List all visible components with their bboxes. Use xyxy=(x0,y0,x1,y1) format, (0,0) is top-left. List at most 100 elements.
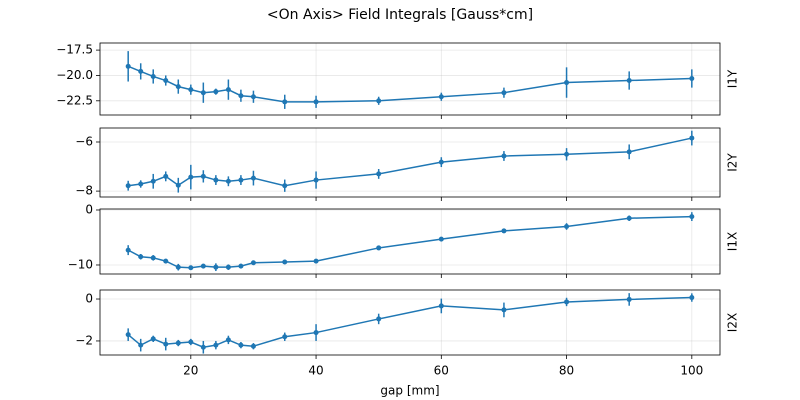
data-point xyxy=(175,84,181,90)
data-point xyxy=(175,182,181,188)
data-point xyxy=(200,263,206,269)
data-point xyxy=(225,178,231,184)
x-axis-label: gap [mm] xyxy=(380,384,439,398)
y-tick-label: 0 xyxy=(85,292,93,306)
data-point xyxy=(238,342,244,348)
data-point xyxy=(125,332,131,338)
data-point xyxy=(150,255,156,261)
data-point xyxy=(200,173,206,179)
data-point xyxy=(501,90,507,96)
data-point xyxy=(564,80,570,86)
data-point xyxy=(501,307,507,313)
data-point xyxy=(564,223,570,229)
data-point xyxy=(238,93,244,99)
data-point xyxy=(438,303,444,309)
data-point xyxy=(689,214,695,220)
data-point xyxy=(163,341,169,347)
y-axis-label: I1Y xyxy=(726,69,740,88)
data-point xyxy=(188,87,194,93)
plot-frame xyxy=(99,127,721,198)
data-point xyxy=(376,245,382,251)
x-tick-label: 80 xyxy=(559,364,574,378)
data-point xyxy=(250,260,256,266)
data-point xyxy=(313,99,319,105)
data-point xyxy=(125,247,131,253)
series-line xyxy=(127,215,692,269)
data-point xyxy=(225,87,231,93)
data-point xyxy=(626,149,632,155)
y-axis-label: I2X xyxy=(726,313,740,332)
data-point xyxy=(238,177,244,183)
data-point xyxy=(225,337,231,343)
data-point xyxy=(175,340,181,346)
data-point xyxy=(188,339,194,345)
data-point xyxy=(163,173,169,179)
data-point xyxy=(138,68,144,74)
data-point xyxy=(138,254,144,260)
data-point xyxy=(200,90,206,96)
data-point xyxy=(150,178,156,184)
data-point xyxy=(250,343,256,349)
data-point xyxy=(282,99,288,105)
y-tick-label: −22.5 xyxy=(56,93,93,107)
x-tick-label: 20 xyxy=(183,364,198,378)
data-point xyxy=(376,316,382,322)
data-point xyxy=(250,94,256,100)
y-tick-label: −8 xyxy=(75,184,93,198)
data-point xyxy=(138,181,144,187)
y-axis-label: I1X xyxy=(726,232,740,251)
data-point xyxy=(150,73,156,79)
data-point xyxy=(438,94,444,100)
y-tick-label: −20.0 xyxy=(56,68,93,82)
data-point xyxy=(689,75,695,81)
data-point xyxy=(225,264,231,270)
data-point xyxy=(501,153,507,159)
data-point xyxy=(282,183,288,189)
y-tick-label: −2 xyxy=(75,333,93,347)
data-point xyxy=(501,228,507,234)
data-point xyxy=(438,159,444,165)
chart-title: <On Axis> Field Integrals [Gauss*cm] xyxy=(267,7,533,23)
data-point xyxy=(163,258,169,264)
y-tick-label: −6 xyxy=(75,134,93,148)
plot-frame xyxy=(99,208,721,275)
y-axis-label: I2Y xyxy=(726,153,740,172)
data-point xyxy=(564,299,570,305)
data-point xyxy=(213,342,219,348)
data-point xyxy=(313,258,319,264)
data-point xyxy=(213,89,219,95)
data-point xyxy=(564,151,570,157)
data-point xyxy=(188,174,194,180)
data-point xyxy=(163,78,169,84)
data-point xyxy=(138,342,144,348)
data-point xyxy=(689,135,695,141)
data-point xyxy=(626,78,632,84)
data-point xyxy=(376,98,382,104)
data-point xyxy=(175,264,181,270)
data-point xyxy=(313,177,319,183)
x-tick-label: 100 xyxy=(680,364,703,378)
data-point xyxy=(438,236,444,242)
x-tick-label: 40 xyxy=(308,364,323,378)
data-point xyxy=(282,334,288,340)
data-point xyxy=(238,263,244,269)
data-point xyxy=(282,259,288,265)
data-point xyxy=(376,171,382,177)
series-line xyxy=(127,65,692,103)
data-point xyxy=(626,296,632,302)
y-tick-label: −10 xyxy=(68,257,93,271)
data-point xyxy=(200,344,206,350)
data-point xyxy=(626,215,632,221)
series-line xyxy=(127,296,692,349)
data-point xyxy=(250,175,256,181)
y-tick-label: −17.5 xyxy=(56,43,93,57)
data-point xyxy=(125,63,131,69)
data-point xyxy=(188,265,194,271)
data-point xyxy=(125,183,131,189)
x-tick-label: 60 xyxy=(434,364,449,378)
series-line xyxy=(128,137,692,187)
data-point xyxy=(213,177,219,183)
y-tick-label: 0 xyxy=(85,202,93,216)
plot-frame xyxy=(99,289,721,356)
